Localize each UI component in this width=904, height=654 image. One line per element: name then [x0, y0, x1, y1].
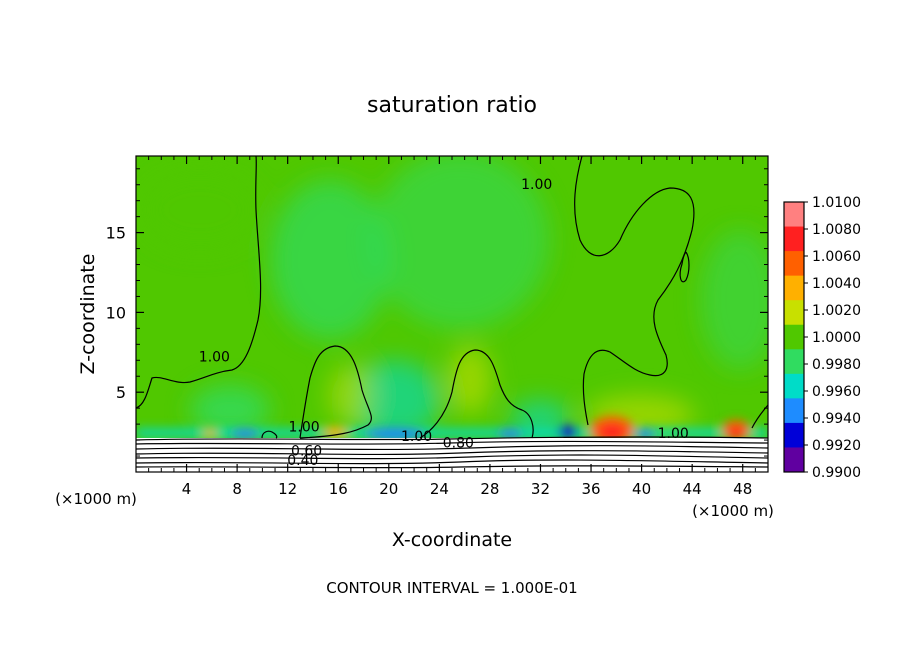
- contour-label: 0.60: [291, 443, 322, 459]
- colorbar-label: 0.9980: [812, 357, 861, 373]
- colorbar-swatch: [784, 275, 804, 301]
- x-tick-label: 20: [379, 480, 398, 498]
- colorbar-swatch: [784, 251, 804, 277]
- contour-label: 1.00: [658, 426, 689, 442]
- contour-interval-label: CONTOUR INTERVAL = 1.000E-01: [326, 579, 577, 597]
- x-tick-label: 40: [632, 480, 651, 498]
- x-tick-label: 8: [232, 480, 242, 498]
- colorbar-swatch: [784, 422, 804, 448]
- x-tick-label: 12: [278, 480, 297, 498]
- chart-title: saturation ratio: [367, 93, 537, 118]
- colorbar-label: 1.0040: [812, 276, 861, 292]
- y-axis-label: Z-coordinate: [77, 254, 99, 375]
- contour-label: 0.40: [287, 453, 318, 469]
- x-unit-left: (×1000 m): [55, 490, 137, 508]
- y-axis: 5 10 15: [106, 168, 768, 457]
- colorbar: 1.0100 1.0080 1.0060 1.0040 1.0020 1.0000 0.99…: [783, 195, 861, 481]
- colorbar-label: 1.0020: [812, 303, 861, 319]
- colorbar-swatch: [784, 202, 804, 228]
- colorbar-swatch: [784, 349, 804, 375]
- y-tick-label: 5: [116, 383, 126, 402]
- contour-labels: 1.00 1.00 1.00 1.00 1.00 0.80 0.600.40: [199, 177, 689, 469]
- x-tick-label: 16: [329, 480, 348, 498]
- plot-area: [136, 156, 768, 472]
- colorbar-swatch: [784, 226, 804, 252]
- contour-label: 1.00: [521, 177, 552, 193]
- contour-label: 0.80: [443, 435, 474, 451]
- contour-label: 1.00: [289, 420, 320, 436]
- colorbar-swatch: [784, 373, 804, 399]
- x-axis: 4 8 12 16 20 24 28 32 36 40 44 48: [148, 156, 756, 498]
- colorbar-swatch: [784, 447, 804, 473]
- colorbar-label: 1.0000: [812, 330, 861, 346]
- x-tick-label: 44: [683, 480, 702, 498]
- colorbar-label: 1.0060: [812, 249, 861, 265]
- x-tick-label: 48: [733, 480, 752, 498]
- x-tick-label: 32: [531, 480, 550, 498]
- contour-label: 1.00: [401, 429, 432, 445]
- colorbar-label: 0.9900: [812, 465, 861, 481]
- contour-label: 1.00: [199, 349, 230, 365]
- contour-lines: [136, 156, 768, 439]
- surface-contours: [136, 436, 768, 469]
- colorbar-swatch: [784, 324, 804, 350]
- x-unit-right: (×1000 m): [692, 502, 774, 520]
- x-tick-label: 28: [480, 480, 499, 498]
- x-tick-label: 24: [430, 480, 449, 498]
- colorbar-label: 0.9960: [812, 384, 861, 400]
- x-axis-label: X-coordinate: [392, 529, 512, 551]
- y-tick-label: 15: [106, 224, 126, 243]
- colorbar-label: 1.0100: [812, 195, 861, 211]
- colorbar-label: 1.0080: [812, 222, 861, 238]
- colorbar-swatch: [784, 398, 804, 424]
- colorbar-label: 0.9920: [812, 438, 861, 454]
- x-tick-label: 4: [182, 480, 192, 498]
- colorbar-swatch: [784, 300, 804, 326]
- colorbar-label: 0.9940: [812, 411, 861, 427]
- y-tick-label: 10: [106, 303, 126, 322]
- x-tick-label: 36: [581, 480, 600, 498]
